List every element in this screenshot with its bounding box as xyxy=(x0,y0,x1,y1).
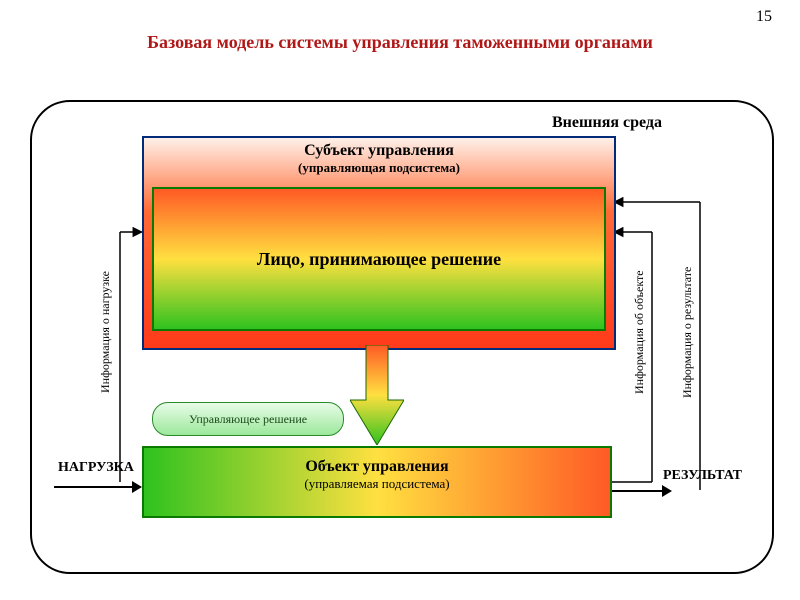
page-number: 15 xyxy=(756,8,772,26)
vtext-result-info: Информация о результате xyxy=(680,232,695,432)
page-title: Базовая модель системы управления таможе… xyxy=(0,32,800,53)
load-label: НАГРУЗКА xyxy=(58,460,134,476)
subject-title: Субъект управления xyxy=(144,142,614,160)
control-decision-pill: Управляющее решение xyxy=(152,402,344,436)
environment-label: Внешняя среда xyxy=(552,114,662,132)
vtext-object-info: Информация об объекте xyxy=(632,232,647,432)
diagram-stage: 15 Базовая модель системы управления там… xyxy=(0,0,800,600)
big-down-arrow-icon xyxy=(350,345,404,445)
result-arrow-icon xyxy=(612,484,672,498)
object-box: Объект управления (управляемая подсистем… xyxy=(142,446,612,518)
decision-text: Лицо, принимающее решение xyxy=(257,249,501,270)
decision-box: Лицо, принимающее решение xyxy=(152,187,606,331)
object-title: Объект управления xyxy=(144,458,610,476)
object-subtitle: (управляемая подсистема) xyxy=(144,476,610,492)
environment-frame: Внешняя среда Субъект управления (управл… xyxy=(30,100,774,574)
subject-subtitle: (управляющая подсистема) xyxy=(144,160,614,176)
vtext-load-info: Информация о нагрузке xyxy=(98,252,113,412)
result-label: РЕЗУЛЬТАТ xyxy=(663,468,742,484)
load-arrow-icon xyxy=(54,480,142,494)
